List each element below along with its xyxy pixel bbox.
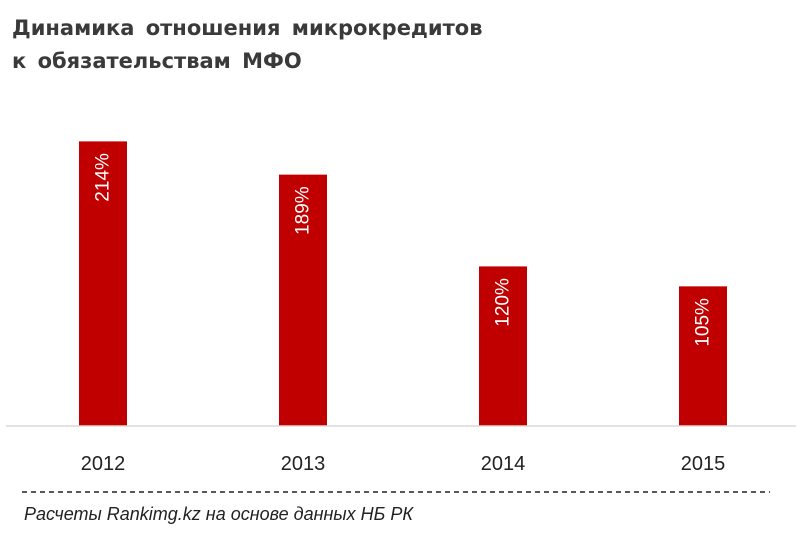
chart-title-line-1: Динамика отношения микрокредитов <box>12 16 483 40</box>
x-tick-label-2012: 2012 <box>81 453 126 475</box>
x-tick-label-2015: 2015 <box>681 453 726 475</box>
bar-2013 <box>279 174 327 426</box>
data-label-2015: 105% <box>693 298 714 347</box>
x-tick-label-2014: 2014 <box>481 453 526 475</box>
bar-2012 <box>79 141 127 426</box>
x-tick-labels: 2012 2013 2014 2015 <box>81 453 726 475</box>
data-label-2013: 189% <box>293 186 314 235</box>
bar-2015 <box>679 286 727 426</box>
chart-title-line-2: к обязательствам МФО <box>12 49 302 73</box>
data-label-2014: 120% <box>493 278 514 327</box>
bar-2014 <box>479 266 527 426</box>
data-label-2012: 214% <box>93 153 114 202</box>
x-tick-label-2013: 2013 <box>281 453 326 475</box>
chart-title: Динамика отношения микрокредитов к обяза… <box>12 12 483 78</box>
bars-layer: 214% 189% 120% 105% <box>79 141 727 426</box>
source-note: Расчеты Rankimg.kz на основе данных НБ Р… <box>24 504 414 524</box>
